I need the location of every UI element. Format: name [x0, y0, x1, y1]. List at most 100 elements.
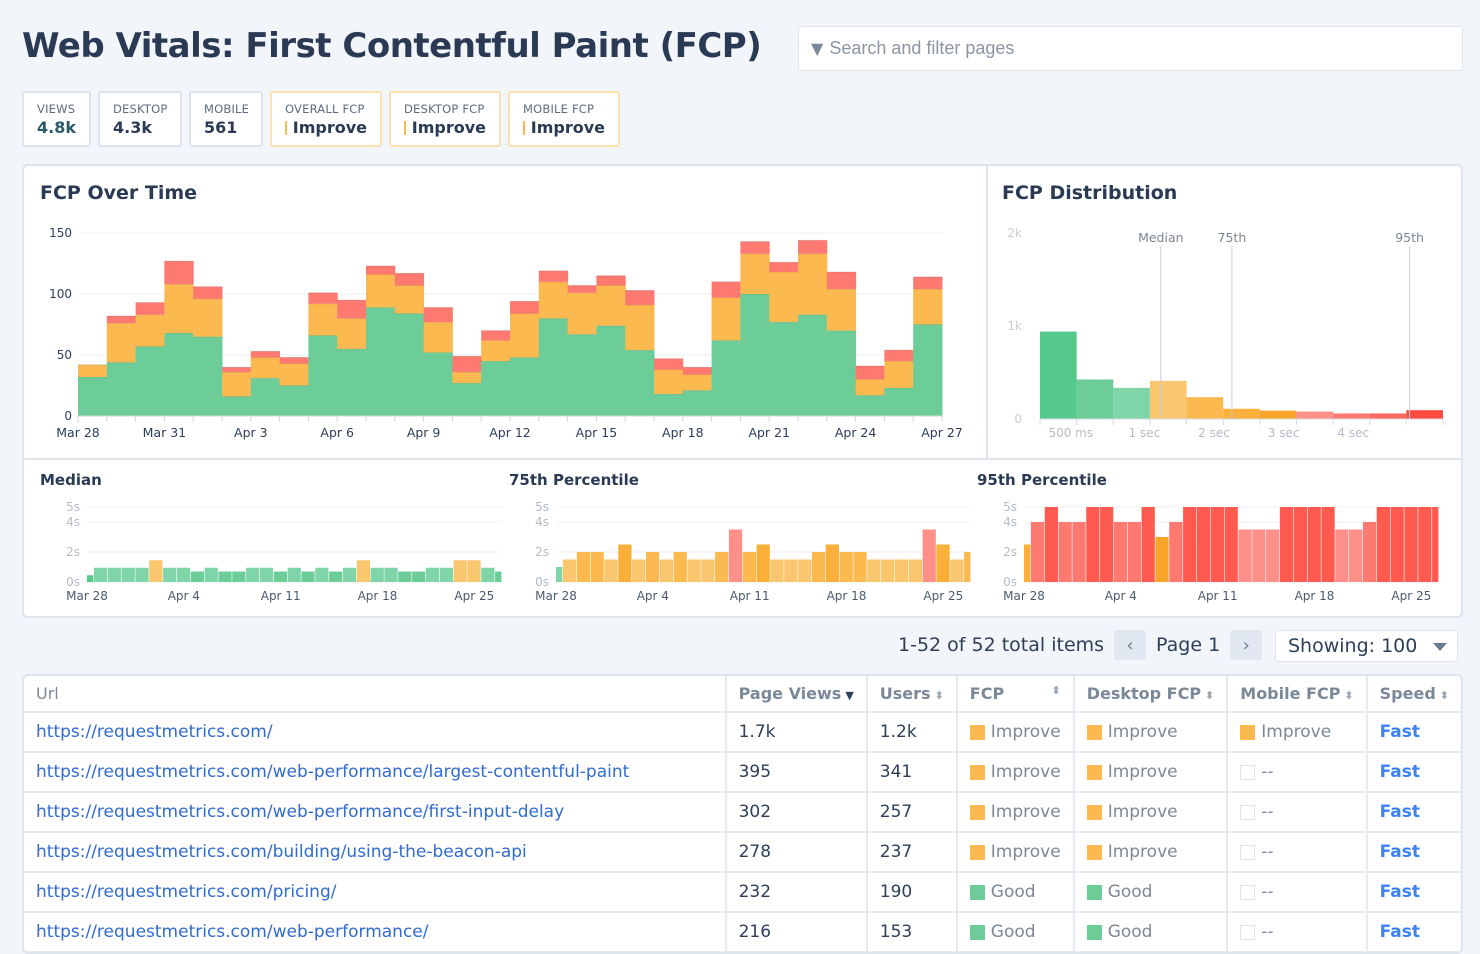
bar-good — [481, 361, 511, 416]
column-header-fcp[interactable]: FCP ⬍ — [956, 676, 1075, 713]
percentile-bar — [135, 567, 149, 582]
percentile-bar — [1390, 507, 1404, 582]
sort-icon: ⬍ — [1205, 689, 1215, 702]
rating-label: Improve — [990, 762, 1061, 782]
stat-label: OVERALL FCP — [285, 102, 365, 116]
mobile-fcp-cell: -- — [1227, 832, 1368, 873]
column-header-url[interactable]: Url — [24, 676, 727, 713]
speed-link[interactable]: Fast — [1379, 722, 1420, 742]
x-tick-label: Mar 28 — [1003, 589, 1045, 603]
search-input[interactable] — [829, 38, 1430, 59]
bar-poor — [740, 241, 770, 254]
speed-link[interactable]: Fast — [1379, 922, 1420, 942]
prev-page-button[interactable]: ‹ — [1114, 630, 1147, 660]
bar-good — [222, 396, 252, 416]
bar-improve — [337, 318, 367, 349]
rating-label: Improve — [1107, 802, 1178, 822]
percentile-bar — [190, 571, 204, 582]
mobile-fcp-cell: -- — [1227, 872, 1368, 913]
chevron-right-icon: › — [1242, 634, 1250, 656]
bar-good — [625, 350, 655, 416]
bar-good — [567, 334, 597, 416]
percentile-bar — [1169, 522, 1183, 582]
speed-cell: Fast — [1366, 912, 1461, 952]
x-tick-label: Mar 31 — [143, 425, 186, 440]
next-page-button[interactable]: › — [1230, 630, 1263, 660]
improve-swatch-icon — [523, 120, 525, 135]
bar-improve — [308, 303, 338, 336]
rating-swatch-icon — [969, 924, 985, 940]
bar-improve — [250, 357, 281, 379]
url-link[interactable]: https://requestmetrics.com/web-performan… — [36, 802, 565, 822]
percentile-bar — [1279, 507, 1294, 582]
bar-poor — [222, 367, 252, 373]
y-tick-label: 5s — [66, 500, 80, 514]
rating-swatch-icon — [1240, 884, 1256, 900]
percentile-bar — [1155, 537, 1169, 582]
x-tick-label: Apr 21 — [748, 425, 790, 440]
search-box[interactable]: ▼ — [798, 26, 1463, 71]
bar-good — [366, 307, 396, 416]
percentile-bar — [1127, 522, 1141, 582]
percentile-bar — [93, 567, 108, 582]
speed-link[interactable]: Fast — [1379, 842, 1420, 862]
speed-link[interactable]: Fast — [1379, 882, 1420, 902]
percentile-bar — [467, 560, 481, 582]
y-tick-label: 2s — [66, 545, 80, 559]
chevron-down-icon — [1433, 643, 1447, 651]
percentile-bar — [1100, 507, 1114, 582]
desktop-fcp-cell: Good — [1073, 872, 1229, 913]
bar-poor — [423, 307, 453, 323]
bar-poor — [250, 351, 281, 358]
speed-link[interactable]: Fast — [1379, 762, 1420, 782]
url-link[interactable]: https://requestmetrics.com/web-performan… — [36, 922, 429, 942]
histogram-bar — [1369, 413, 1407, 419]
rating-swatch-icon — [1240, 924, 1256, 940]
x-tick-label: Mar 28 — [56, 425, 100, 440]
mobile-fcp-cell: Improve — [1227, 712, 1368, 753]
page-size-label: Showing: 100 — [1288, 635, 1418, 657]
stats-bar: VIEWS 4.8k DESKTOP 4.3k MOBILE 561 OVERA… — [22, 91, 620, 147]
column-header-speed[interactable]: Speed ⬍ — [1366, 676, 1461, 713]
y-tick-label: 2s — [535, 545, 549, 559]
rating-swatch-icon — [1086, 724, 1102, 740]
y-tick-label: 5s — [1003, 500, 1017, 514]
x-tick-label: Apr 25 — [1391, 589, 1431, 603]
percentile-bar — [1058, 522, 1072, 582]
improve-swatch-icon — [404, 120, 406, 135]
percentile-bar — [356, 560, 370, 582]
url-link[interactable]: https://requestmetrics.com/ — [36, 722, 273, 742]
bar-poor — [682, 367, 713, 375]
bar-good — [682, 390, 713, 416]
sort-icon: ⬍ — [934, 689, 944, 702]
pagination: 1-52 of 52 total items ‹ Page 1 › — [898, 630, 1272, 660]
percentile-bar — [1196, 507, 1211, 582]
percentile-bar — [645, 552, 660, 582]
percentile-bar — [825, 544, 839, 582]
desktop-fcp-cell: Improve — [1073, 752, 1229, 793]
column-header-mobile-fcp[interactable]: Mobile FCP ⬍ — [1227, 676, 1368, 713]
bar-improve — [366, 274, 396, 308]
bar-improve — [452, 372, 482, 384]
percentile-bar — [204, 567, 218, 582]
column-header-page-views[interactable]: Page Views ▼ — [725, 676, 868, 713]
column-header-users[interactable]: Users ⬍ — [866, 676, 958, 713]
bar-improve — [654, 369, 684, 395]
url-link[interactable]: https://requestmetrics.com/pricing/ — [36, 882, 337, 902]
url-link[interactable]: https://requestmetrics.com/building/usin… — [36, 842, 527, 862]
url-link[interactable]: https://requestmetrics.com/web-performan… — [36, 762, 630, 782]
bar-poor — [279, 357, 309, 364]
rating-swatch-icon — [1086, 884, 1102, 900]
y-tick-label: 100 — [49, 287, 72, 301]
bar-improve — [193, 298, 223, 337]
percentile-bar — [1183, 507, 1197, 582]
bar-good — [193, 336, 223, 416]
page-views-cell: 395 — [725, 752, 868, 793]
column-header-desktop-fcp[interactable]: Desktop FCP ⬍ — [1073, 676, 1229, 713]
p95-title: 95th Percentile — [977, 471, 1107, 489]
speed-link[interactable]: Fast — [1379, 802, 1420, 822]
y-tick-label: 0 — [1014, 412, 1022, 426]
histogram-bar — [1406, 410, 1443, 419]
page-size-select[interactable]: Showing: 100 — [1275, 630, 1458, 662]
percentile-bar — [1141, 507, 1155, 582]
